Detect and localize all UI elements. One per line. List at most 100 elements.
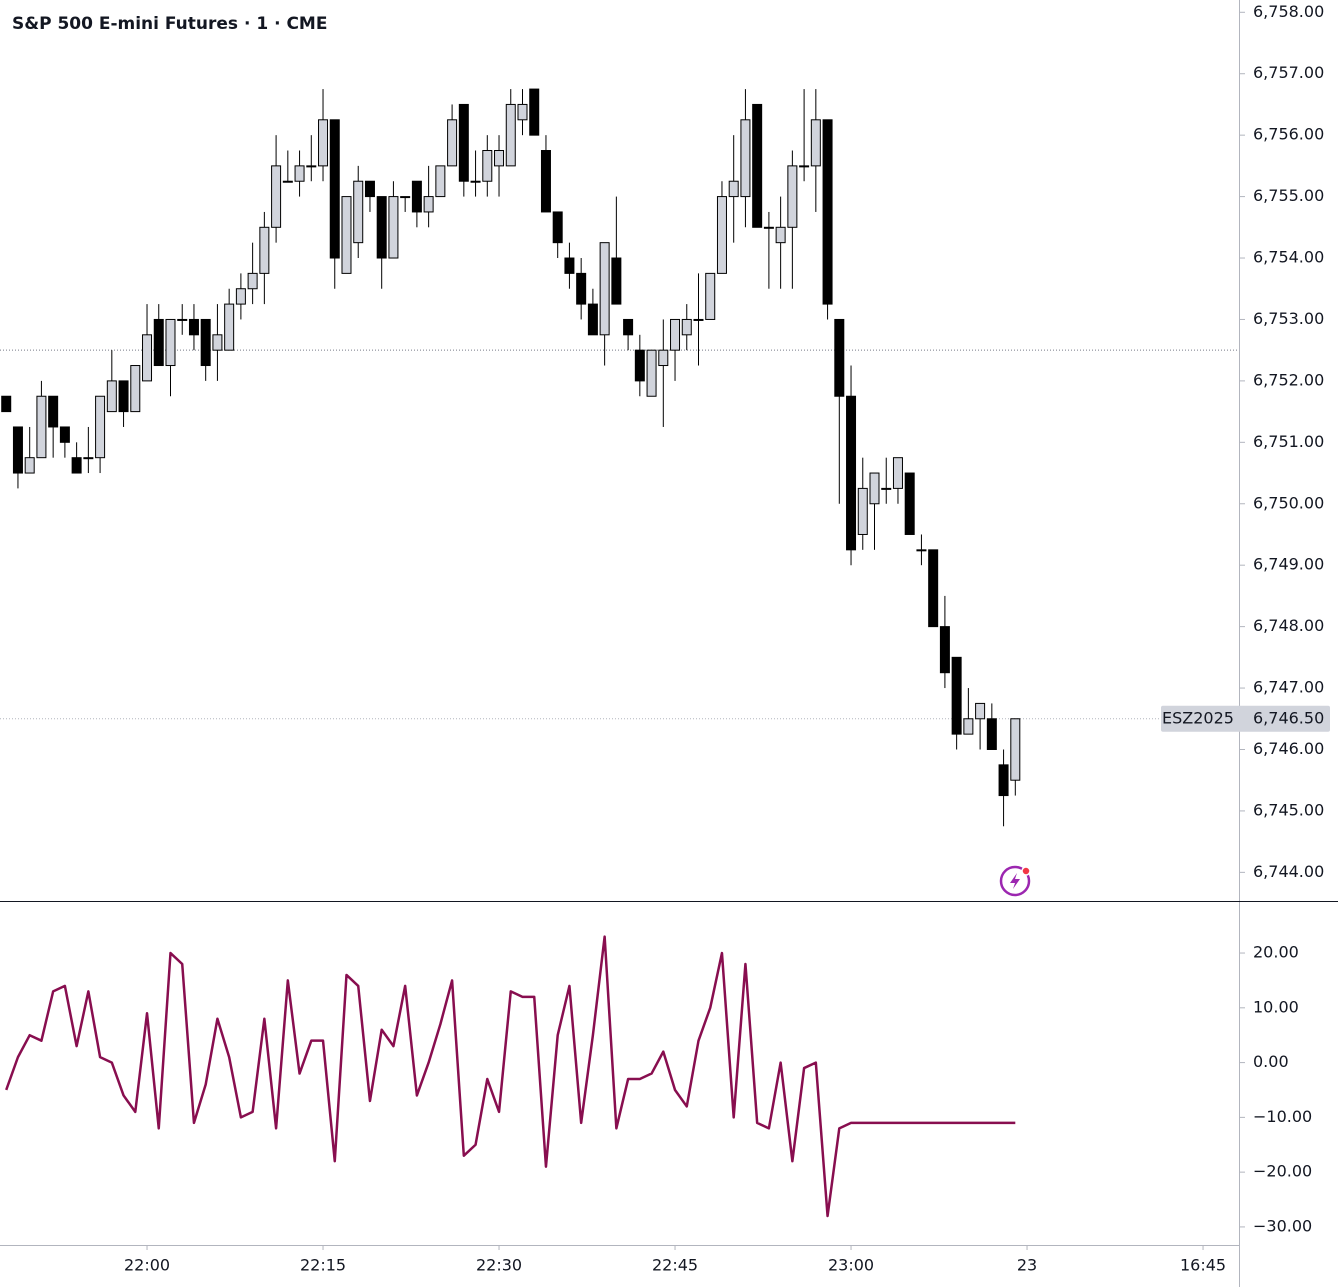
y-tick-label: 6,752.00: [1253, 370, 1324, 389]
candle-body: [259, 226, 270, 274]
candle-body: [282, 180, 293, 183]
candle-body: [36, 395, 47, 459]
candle-body: [892, 457, 903, 489]
candle-body: [846, 395, 857, 551]
candle-body: [869, 472, 880, 505]
candle-body: [693, 318, 704, 321]
candle-body: [341, 196, 352, 274]
y-tick-label: 6,754.00: [1253, 248, 1324, 267]
candle-body: [623, 318, 634, 336]
y-tick-label: 10.00: [1253, 997, 1299, 1016]
candle-body: [576, 272, 587, 305]
candle-body: [294, 165, 305, 182]
y-tick-label: 6,747.00: [1253, 678, 1324, 697]
candle-body: [634, 349, 645, 382]
candle-body: [611, 257, 622, 305]
candle-body: [212, 334, 223, 351]
x-tick-label: 23: [1017, 1256, 1037, 1275]
candle-body: [470, 180, 481, 183]
y-tick-label: 6,753.00: [1253, 309, 1324, 328]
candle-body: [83, 457, 94, 460]
candle-body: [904, 472, 915, 535]
candle-body: [118, 380, 129, 413]
y-tick-label: 6,755.00: [1253, 186, 1324, 205]
candle-body: [799, 165, 810, 168]
candle-body: [435, 165, 446, 198]
candle-body: [153, 318, 164, 367]
candle-body: [130, 365, 141, 413]
y-tick-label: 6,745.00: [1253, 800, 1324, 819]
candle-body: [787, 165, 798, 228]
candle-body: [928, 549, 939, 628]
candle-body: [986, 718, 997, 750]
candle-body: [188, 318, 199, 336]
candle-body: [306, 165, 317, 168]
candle-body: [329, 119, 340, 259]
candle-body: [517, 103, 528, 121]
candle-body: [247, 272, 258, 290]
candle-body: [740, 119, 751, 198]
candle-body: [857, 487, 868, 535]
x-tick-label: 22:45: [652, 1256, 698, 1275]
candle-body: [318, 119, 329, 167]
y-tick-label: 6,748.00: [1253, 616, 1324, 635]
candle-body: [376, 196, 387, 259]
y-tick-label: 6,746.00: [1253, 739, 1324, 758]
candle-body: [95, 395, 106, 459]
candles: [5, 89, 1016, 827]
y-tick-label: 6,750.00: [1253, 493, 1324, 512]
candle-body: [728, 180, 739, 198]
candle-body: [951, 656, 962, 735]
candle-body: [752, 103, 763, 228]
candle-body: [810, 119, 821, 167]
y-tick-label: 0.00: [1253, 1052, 1289, 1071]
candle-body: [177, 318, 188, 321]
candle-body: [1, 395, 12, 413]
candle-body: [224, 303, 235, 351]
candle-body: [975, 702, 986, 720]
candle-body: [763, 226, 774, 229]
candle-body: [48, 395, 59, 428]
candle-body: [142, 334, 153, 382]
y-tick-label: 6,751.00: [1253, 432, 1324, 451]
candle-body: [364, 180, 375, 198]
candle-body: [998, 764, 1009, 797]
candle-body: [564, 257, 575, 274]
candle-body: [775, 226, 786, 244]
candle-body: [529, 88, 540, 136]
candle-body: [59, 426, 70, 443]
candle-body: [482, 150, 493, 182]
candle-body: [705, 272, 716, 320]
candle-body: [834, 318, 845, 397]
candle-body: [71, 457, 82, 474]
candle-body: [646, 349, 657, 397]
candle-body: [822, 119, 833, 305]
candle-body: [423, 196, 434, 213]
x-tick-label: 22:00: [124, 1256, 170, 1275]
candle-body: [599, 242, 610, 336]
x-tick-label: 22:15: [300, 1256, 346, 1275]
candle-body: [447, 119, 458, 167]
y-tick-label: 6,757.00: [1253, 63, 1324, 82]
candle-body: [658, 349, 669, 367]
candle-body: [235, 288, 246, 305]
chart-title: S&P 500 E-mini Futures · 1 · CME: [12, 14, 327, 34]
candle-body: [670, 318, 681, 351]
y-tick-label: −10.00: [1253, 1107, 1312, 1126]
candle-body: [939, 626, 950, 674]
x-tick-label: 23:00: [828, 1256, 874, 1275]
candle-body: [587, 303, 598, 336]
candle-body: [353, 180, 364, 244]
candle-body: [458, 103, 469, 182]
last-price-label: 6,746.50: [1253, 708, 1324, 727]
y-tick-label: 20.00: [1253, 943, 1299, 962]
alert-icon[interactable]: [999, 865, 1031, 897]
candle-body: [494, 150, 505, 167]
candle-body: [411, 180, 422, 213]
x-tick-label: 22:30: [476, 1256, 522, 1275]
candle-body: [881, 487, 892, 490]
last-price-box: [1161, 705, 1330, 732]
candle-body: [12, 426, 23, 474]
candle-body: [400, 196, 411, 199]
